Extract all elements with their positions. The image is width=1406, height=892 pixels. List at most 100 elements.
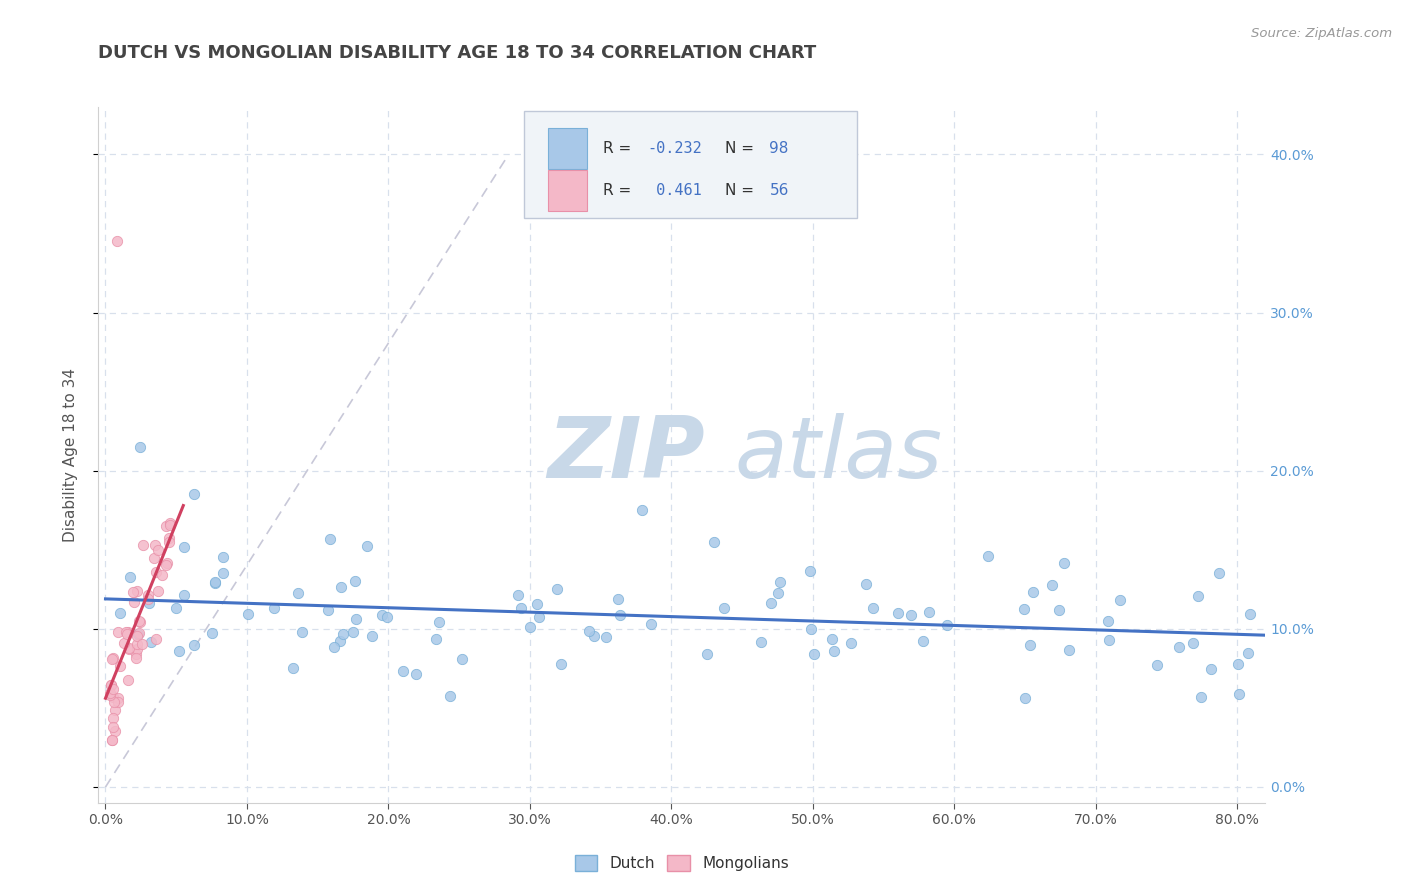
Point (519, 620, 541, 634)
Point (332, 627, 354, 641)
Text: 0.461: 0.461 (647, 183, 702, 198)
Point (112, 636, 135, 650)
Point (145, 565, 167, 579)
Point (118, 640, 141, 655)
Point (361, 629, 384, 643)
Point (110, 607, 132, 621)
Point (759, 596, 782, 610)
Point (1226, 657, 1249, 671)
Point (128, 440, 150, 454)
Point (145, 538, 167, 552)
Point (136, 591, 159, 606)
Text: DUTCH VS MONGOLIAN DISABILITY AGE 18 TO 34 CORRELATION CHART: DUTCH VS MONGOLIAN DISABILITY AGE 18 TO … (98, 45, 817, 62)
Point (1057, 642, 1080, 657)
Text: Source: ZipAtlas.com: Source: ZipAtlas.com (1251, 27, 1392, 40)
Point (148, 583, 170, 598)
Point (405, 667, 427, 681)
Point (121, 585, 143, 599)
Point (127, 642, 149, 657)
Point (1053, 556, 1076, 570)
Point (918, 605, 941, 619)
Point (204, 576, 226, 591)
Point (799, 564, 821, 578)
FancyBboxPatch shape (548, 170, 588, 211)
Point (821, 632, 844, 646)
Point (1201, 662, 1223, 676)
Point (356, 539, 378, 553)
Point (935, 618, 957, 632)
Point (156, 556, 179, 570)
Point (550, 657, 572, 671)
Point (127, 627, 149, 641)
Point (427, 615, 450, 630)
Point (98, 688, 121, 702)
Point (713, 601, 735, 615)
Point (342, 625, 364, 640)
Point (1237, 646, 1260, 660)
Point (132, 537, 155, 551)
Point (101, 651, 124, 665)
Point (101, 690, 124, 704)
Point (803, 648, 825, 662)
Point (136, 588, 159, 602)
Point (125, 647, 148, 661)
Point (823, 644, 845, 658)
Point (316, 603, 339, 617)
Point (107, 624, 129, 639)
Point (165, 601, 187, 615)
Point (127, 637, 149, 651)
Point (291, 625, 314, 640)
Point (117, 625, 139, 640)
Point (766, 585, 789, 599)
Point (1047, 602, 1070, 616)
Text: -0.232: -0.232 (647, 141, 702, 156)
Point (377, 610, 399, 624)
Point (117, 673, 139, 687)
Point (1109, 593, 1132, 607)
Point (100, 678, 122, 692)
Point (1182, 635, 1205, 649)
Point (155, 519, 177, 533)
Point (115, 625, 138, 640)
Point (578, 624, 600, 639)
Point (211, 549, 233, 564)
Point (159, 518, 181, 533)
Point (100, 678, 122, 692)
Y-axis label: Disability Age 18 to 34: Disability Age 18 to 34 (63, 368, 77, 542)
Point (145, 632, 167, 646)
Point (1097, 615, 1119, 629)
Point (122, 594, 145, 608)
Point (640, 617, 662, 632)
Point (103, 695, 125, 709)
Point (101, 711, 124, 725)
Point (104, 703, 127, 717)
Point (118, 641, 141, 656)
Point (236, 607, 259, 621)
Point (283, 661, 305, 675)
Point (157, 531, 180, 545)
Point (100, 652, 122, 666)
Point (527, 609, 550, 624)
Point (886, 606, 908, 620)
Point (131, 637, 153, 651)
Point (839, 636, 862, 650)
Point (703, 534, 725, 549)
Point (319, 532, 342, 546)
Point (105, 235, 128, 249)
Point (124, 651, 146, 665)
Point (526, 598, 548, 612)
Point (1014, 602, 1036, 616)
Point (155, 558, 177, 572)
Point (595, 630, 617, 644)
Point (546, 582, 568, 596)
Point (855, 576, 877, 591)
Point (287, 586, 309, 600)
Point (900, 607, 922, 622)
Text: atlas: atlas (734, 413, 942, 497)
Point (101, 732, 124, 747)
Point (371, 607, 394, 622)
Text: N =: N = (725, 141, 759, 156)
Point (344, 612, 367, 626)
Point (98, 686, 121, 700)
Legend: Dutch, Mongolians: Dutch, Mongolians (567, 847, 797, 879)
